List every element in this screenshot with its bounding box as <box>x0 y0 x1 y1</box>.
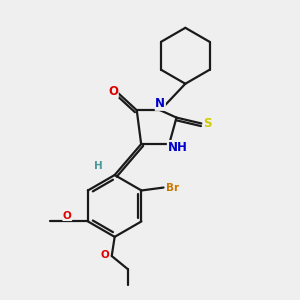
Text: NH: NH <box>167 141 187 154</box>
Text: S: S <box>203 117 212 130</box>
Text: O: O <box>101 250 110 260</box>
Text: O: O <box>108 85 118 98</box>
Text: N: N <box>155 97 165 110</box>
Text: Br: Br <box>166 182 179 193</box>
Text: H: H <box>94 161 103 171</box>
Text: O: O <box>63 211 72 220</box>
